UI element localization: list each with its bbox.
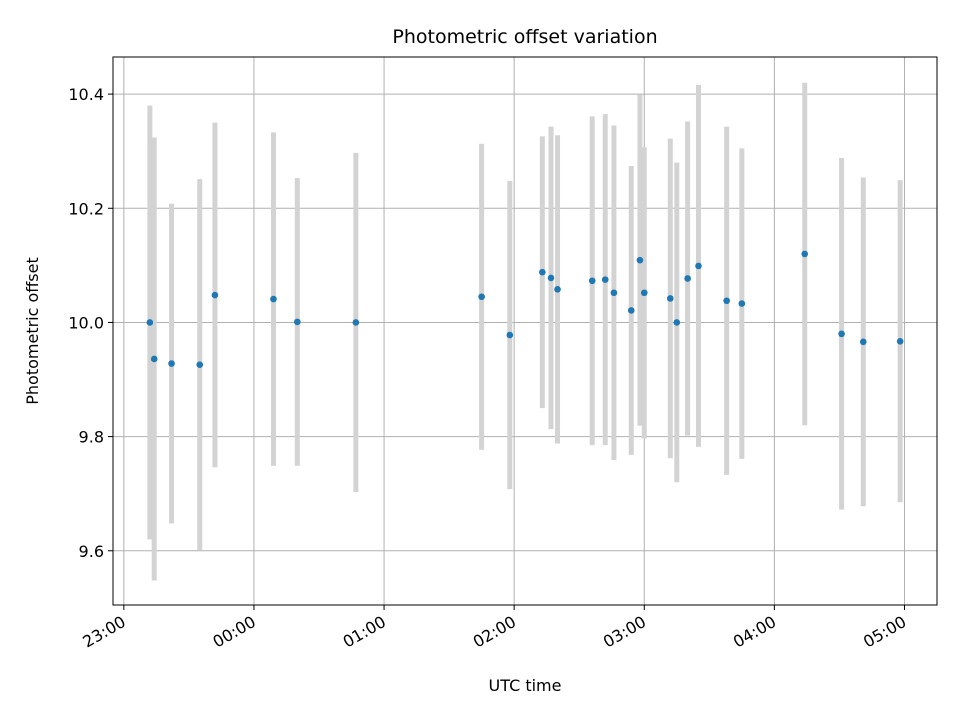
data-point: [684, 275, 691, 282]
data-point: [270, 295, 277, 303]
y-tick-label: 9.6: [79, 542, 104, 561]
y-tick-label: 9.8: [79, 428, 104, 447]
x-axis-label: UTC time: [489, 676, 562, 695]
data-point: [695, 262, 702, 270]
data-point: [547, 274, 555, 282]
data-point: [506, 331, 514, 339]
data-point: [666, 295, 674, 302]
chart-title: Photometric offset variation: [392, 26, 657, 48]
data-point: [168, 360, 175, 367]
y-axis-ticks: 9.6 9.8 10.0 10.2 10.4: [68, 85, 113, 561]
data-point: [150, 355, 158, 363]
data-point: [723, 297, 730, 305]
data-point: [554, 286, 561, 293]
y-axis-label: Photometric offset: [23, 257, 42, 405]
data-point: [478, 293, 485, 301]
data-point: [352, 319, 360, 326]
data-point: [838, 330, 845, 338]
y-tick-label: 10.4: [68, 85, 104, 104]
data-point: [627, 307, 635, 314]
data-point: [610, 289, 618, 297]
grid: [113, 57, 937, 605]
data-point: [146, 319, 154, 326]
data-point: [539, 268, 546, 276]
data-point: [601, 276, 609, 283]
y-tick-label: 10.0: [68, 313, 104, 332]
data-point: [588, 277, 596, 285]
data-point: [640, 289, 648, 297]
data-points: [146, 250, 904, 368]
data-point: [859, 338, 867, 346]
data-point: [896, 337, 904, 345]
data-point: [211, 291, 219, 299]
data-point: [294, 318, 301, 326]
data-point: [801, 250, 809, 258]
data-point: [738, 300, 746, 307]
data-point: [636, 256, 644, 264]
data-point: [196, 361, 204, 368]
plot-area-frame: [112, 56, 938, 606]
y-tick-label: 10.2: [68, 199, 104, 218]
data-point: [673, 319, 681, 326]
